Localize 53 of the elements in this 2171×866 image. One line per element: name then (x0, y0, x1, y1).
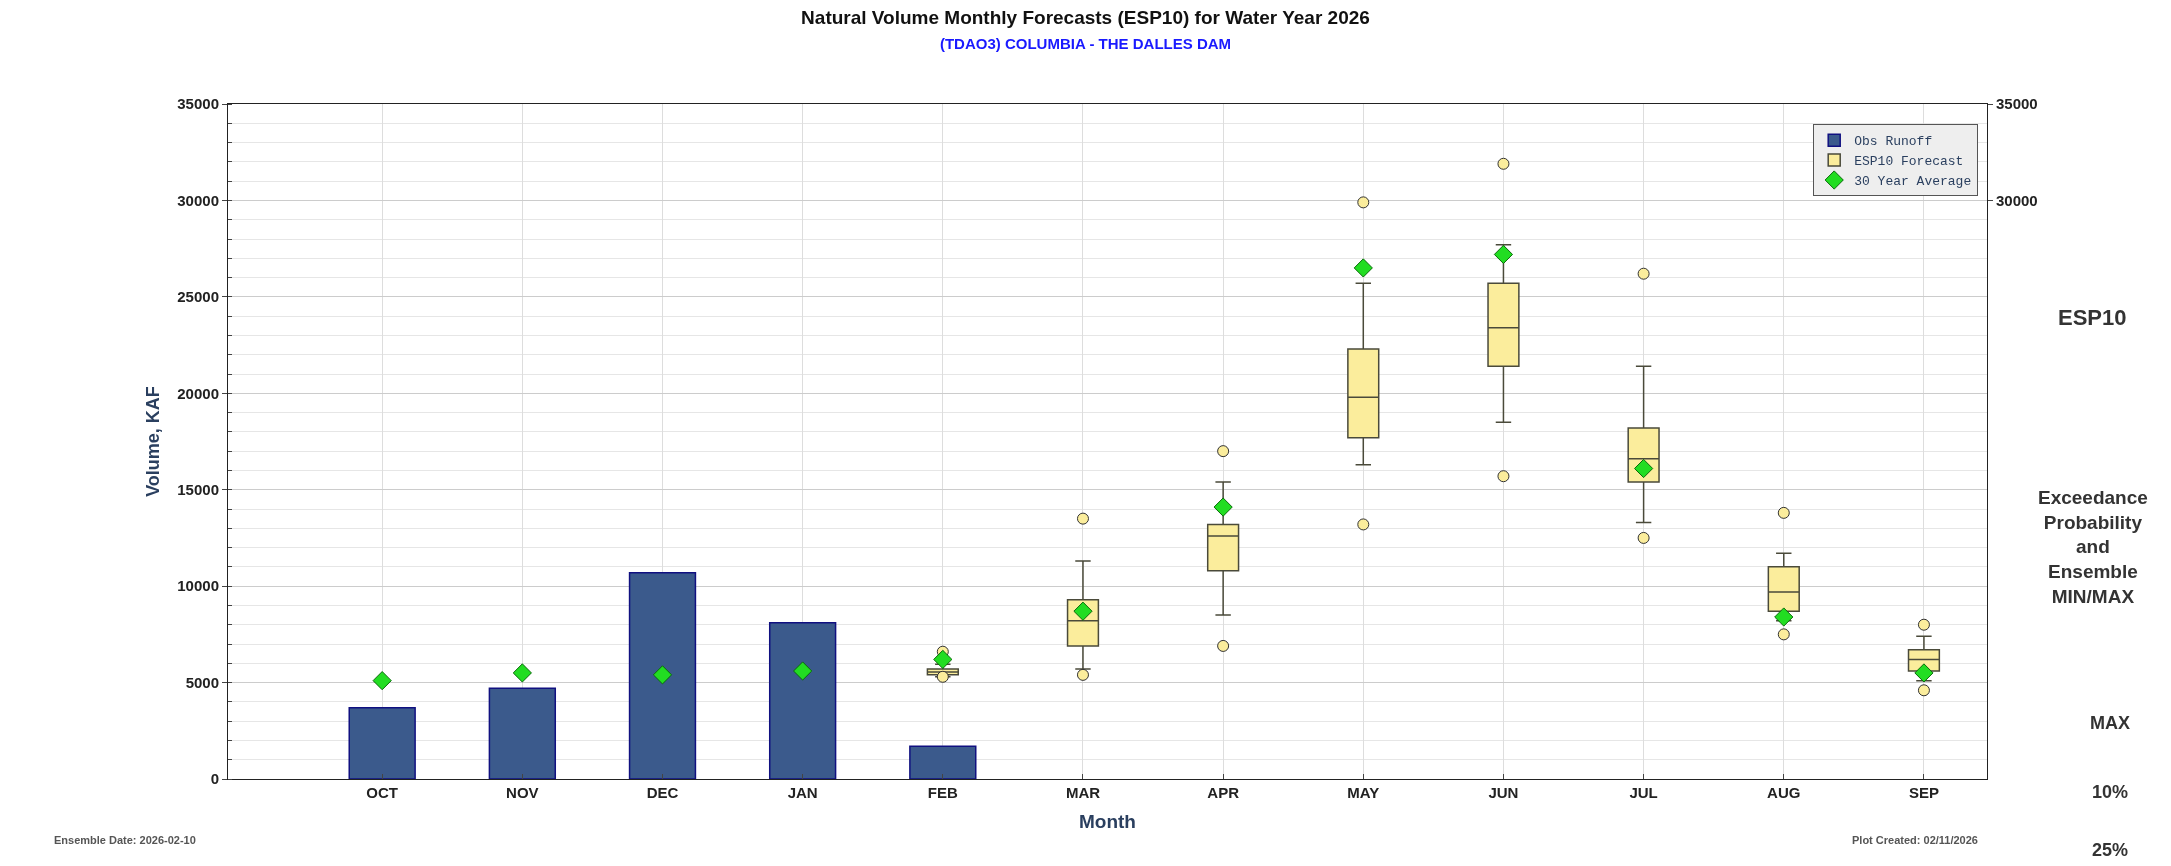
y-tick-label: 25000 (177, 288, 219, 306)
text: 10% (2092, 782, 2129, 802)
x-tick-label: MAR (1065, 784, 1101, 801)
text: 25% (2092, 840, 2129, 860)
x-tick-label: NOV (506, 784, 539, 801)
y-tick-label: 15000 (177, 480, 219, 498)
point (1634, 458, 1654, 479)
x-tick-label: JUL (1629, 784, 1658, 801)
x-tick-label: SEP (1908, 784, 1939, 801)
y-tick-label: 5000 (185, 673, 219, 691)
x-tick-label: JUN (1488, 784, 1519, 801)
x-tick-label: AUG (1767, 784, 1801, 801)
point (512, 663, 532, 683)
y-tick-label: 10000 (177, 577, 219, 595)
text: Exceedance Probability and Ensemble MIN/MAX (2038, 487, 2148, 607)
y2-tick-label: 30000 (1996, 191, 2038, 209)
bar (488, 687, 557, 779)
x-tick-label: DEC (646, 784, 679, 801)
point (1493, 244, 1514, 265)
bar (628, 571, 697, 779)
point (1914, 663, 1934, 683)
y2-tick-label: 35000 (1996, 95, 2038, 113)
point (1213, 497, 1233, 517)
chart-title: Natural Volume Monthly Forecasts (ESP10) for Water Year 2026 (801, 7, 1370, 29)
y-tick-label: 35000 (177, 95, 219, 113)
y-tick-label: 20000 (177, 384, 219, 402)
point (1073, 601, 1093, 621)
y-tick-label: 0 (210, 770, 219, 788)
text: Plot Created: 02/11/2026 (1852, 834, 1978, 846)
text: Ensemble Date: 2026-02-10 (54, 834, 196, 846)
x-tick-label: JAN (787, 784, 818, 801)
point (372, 671, 392, 691)
y-tick-label: 30000 (177, 191, 219, 209)
point (793, 661, 813, 681)
legend-label: 30 Year Average (1854, 174, 1972, 190)
x-tick-label: MAY (1347, 784, 1380, 801)
text: ESP10 (2058, 305, 2127, 330)
x-axis-title: Month (1079, 810, 1136, 832)
x-tick-label: OCT (366, 784, 399, 801)
chart-subtitle: (TDAO3) COLUMBIA - THE DALLES DAM (939, 34, 1232, 52)
bar (909, 745, 977, 779)
y-axis-title: Volume, KAF (143, 386, 164, 497)
point (1774, 607, 1794, 627)
x-tick-label: FEB (927, 784, 958, 801)
legend-label: ESP10 Forecast (1854, 154, 1964, 170)
bar (768, 622, 837, 779)
legend-label: Obs Runoff (1854, 134, 1933, 150)
x-tick-label: APR (1207, 784, 1240, 801)
bar (348, 706, 416, 779)
point (652, 665, 673, 685)
text: MAX (2090, 713, 2130, 733)
point (933, 649, 953, 670)
point (1353, 258, 1373, 278)
